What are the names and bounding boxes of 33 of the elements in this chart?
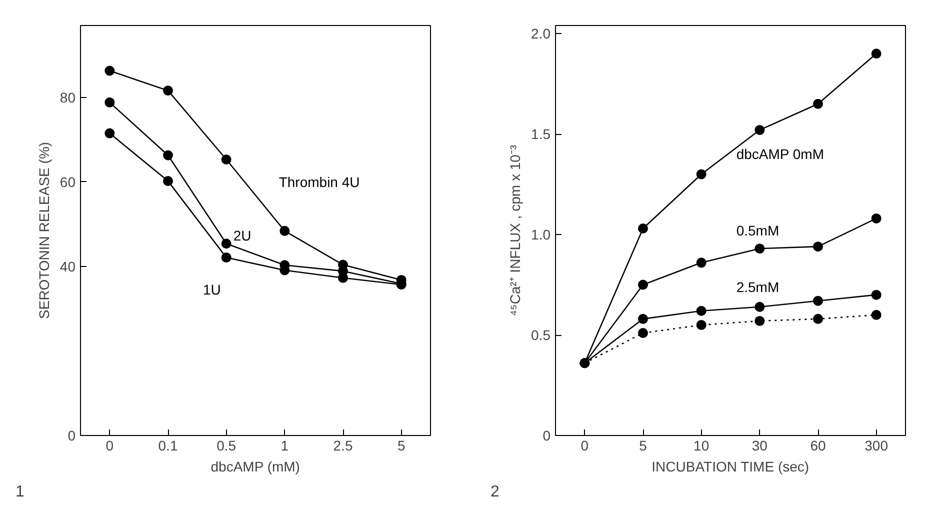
y-tick-label: 0 [68,428,76,444]
y-tick-label: 1.0 [531,226,551,243]
x-tick-label: 30 [752,438,768,454]
y-tick-label: 0.5 [531,327,551,344]
series-label: 0.5mM [736,222,780,238]
x-tick-label: 0.5 [216,438,236,454]
x-tick-label: 300 [864,438,888,454]
x-tick-label: 5 [639,438,648,454]
y-axis-title: ⁴⁵Ca²⁺ INFLUX , cpm x 10⁻³ [507,144,524,316]
y-tick-label: 2.0 [531,26,551,42]
text: 2 [490,484,500,500]
y-tick-label: 80 [60,89,76,106]
series-label: 2U [233,228,252,244]
y-tick-label: 60 [60,174,76,190]
x-tick-label: 5 [397,438,406,454]
series-label: 2.5mM [736,278,780,295]
series-label: Thrombin 4U [278,174,360,190]
x-tick-label: 0 [106,438,114,454]
y-tick-label: 0 [542,428,551,444]
x-axis-title: INCUBATION TIME (sec) [652,458,810,474]
text: 1 [16,484,24,500]
y-tick-label: 40 [60,258,76,274]
x-tick-label: 2.5 [333,438,353,454]
x-tick-label: 0.1 [158,438,178,454]
x-tick-label: 0 [580,438,589,454]
series-label: dbcAMP 0mM [736,146,824,162]
y-axis-title: SEROTONIN RELEASE (%) [36,142,52,320]
y-tick-label: 1.5 [531,126,551,142]
x-tick-label: 60 [810,438,826,454]
x-tick-label: 10 [694,438,710,454]
x-tick-label: 1 [280,438,289,454]
x-axis-title: dbcAMP (mM) [210,458,300,474]
series-label: 1U [203,282,221,298]
